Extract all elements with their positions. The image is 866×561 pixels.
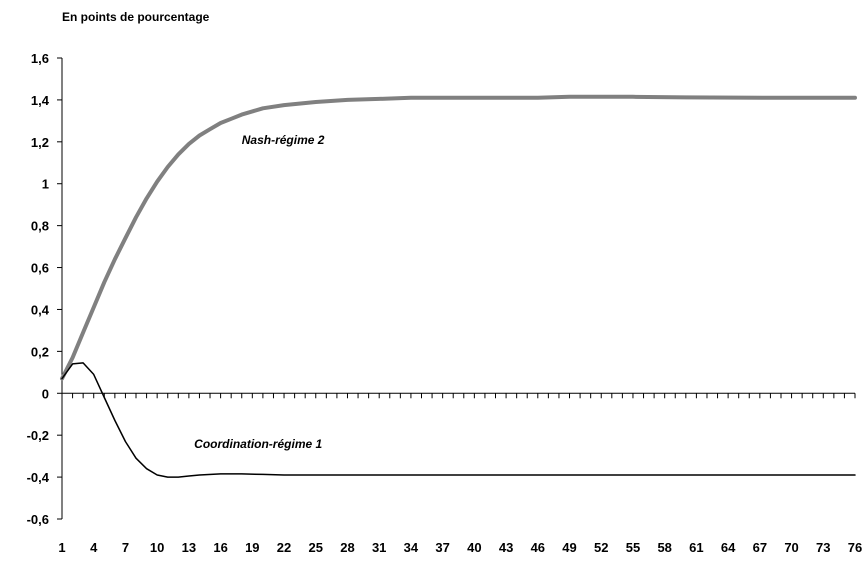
y-tick-label: 0,2 [31, 344, 49, 359]
x-axis: 1 4 7 10 13 16 19 22 25 28 31 34 37 40 43 46 49 52 55 58 61 6… [58, 392, 862, 555]
x-tick-label: 22 [277, 540, 291, 555]
x-tick-label: 55 [626, 540, 640, 555]
series-line-2 [61, 362, 856, 478]
y-tick-label: -0,4 [27, 470, 50, 485]
series-line-1 [60, 94, 857, 381]
y-tick-label: -0,2 [27, 428, 49, 443]
x-tick-label: 40 [467, 540, 481, 555]
x-tick-label: 76 [848, 540, 862, 555]
x-tick-label: 16 [213, 540, 227, 555]
y-tick-label: 0 [42, 386, 49, 401]
x-tick-label: 49 [562, 540, 576, 555]
x-tick-label: 4 [90, 540, 98, 555]
y-tick-label: 1,6 [31, 51, 49, 66]
series-lines [60, 94, 857, 478]
y-unit-label: En points de pourcentage [62, 10, 210, 24]
y-tick-label: 0,4 [31, 302, 50, 317]
x-tick-label: 58 [657, 540, 671, 555]
x-tick-label: 43 [499, 540, 513, 555]
x-tick-label: 67 [753, 540, 767, 555]
y-tick-label: -0,6 [27, 512, 49, 527]
y-axis: -0,6 -0,4 -0,2 0 0,2 0,4 0,6 0,8 1 1,2 1,4 1,6 [27, 51, 63, 527]
y-tick-label: 1 [42, 177, 49, 192]
y-tick-label: 1,2 [31, 135, 49, 150]
x-tick-label: 1 [58, 540, 65, 555]
x-tick-label: 37 [435, 540, 449, 555]
x-tick-label: 46 [531, 540, 545, 555]
x-tick-label: 7 [122, 540, 129, 555]
y-tick-label: 0,6 [31, 261, 49, 276]
x-tick-label: 70 [784, 540, 798, 555]
x-tick-label: 52 [594, 540, 608, 555]
x-tick-label: 13 [182, 540, 196, 555]
x-tick-label: 19 [245, 540, 259, 555]
x-tick-label: 61 [689, 540, 703, 555]
x-tick-label: 64 [721, 540, 736, 555]
x-tick-label: 28 [340, 540, 354, 555]
x-tick-label: 34 [404, 540, 419, 555]
y-tick-label: 1,4 [31, 93, 50, 108]
y-tick-label: 0,8 [31, 219, 49, 234]
x-tick-label: 25 [309, 540, 323, 555]
series-labels: Nash-régime 2 Coordination-régime 1 [194, 133, 325, 451]
x-tick-label: 10 [150, 540, 164, 555]
x-tick-label: 73 [816, 540, 830, 555]
series-label-2: Coordination-régime 1 [194, 437, 322, 451]
x-tick-label: 31 [372, 540, 386, 555]
series-label-1: Nash-régime 2 [242, 133, 325, 147]
